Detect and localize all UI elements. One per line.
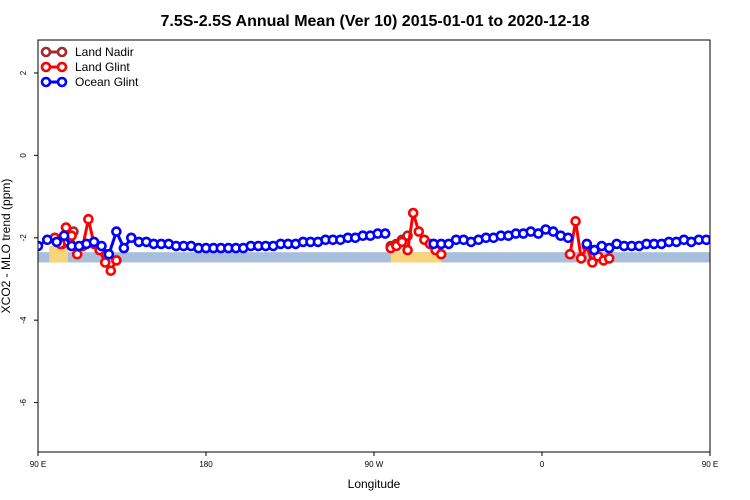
data-point — [111, 255, 122, 266]
data-point — [740, 236, 748, 244]
data-point — [603, 242, 615, 254]
legend-label: Ocean Glint — [75, 75, 139, 89]
x-tick-label: 90 E — [30, 460, 46, 469]
data-point — [743, 234, 750, 242]
data-point — [575, 253, 587, 264]
legend-label: Land Glint — [75, 60, 130, 74]
legend-item-land-glint: Land Glint — [40, 60, 130, 74]
legend-swatch-marker — [56, 76, 68, 88]
legend-swatch-marker — [56, 46, 68, 58]
series-ocean-glint — [38, 224, 748, 260]
data-point — [740, 232, 748, 240]
data-point — [581, 238, 593, 250]
y-tick-label: -6 — [19, 398, 28, 406]
data-point — [725, 236, 733, 244]
legend-label: Land Nadir — [75, 45, 134, 59]
data-point — [717, 234, 725, 242]
x-tick-label: 90 E — [702, 460, 718, 469]
series-line — [742, 232, 750, 242]
legend-swatch-marker — [56, 61, 68, 73]
data-point — [570, 216, 581, 227]
data-point — [71, 248, 83, 260]
data-point — [96, 240, 107, 252]
data-point — [564, 248, 576, 260]
data-point — [126, 232, 137, 244]
shaded-region — [49, 246, 68, 263]
data-point — [708, 236, 710, 244]
data-point — [413, 226, 425, 237]
series-line — [744, 219, 750, 271]
legend-item-land-nadir: Land Nadir — [40, 45, 134, 59]
data-point — [588, 244, 600, 256]
x-tick-label: 0 — [540, 460, 545, 469]
data-point — [402, 244, 413, 256]
data-point — [443, 238, 455, 250]
legend-swatch-marker — [40, 46, 52, 58]
data-point — [38, 240, 44, 252]
legend-swatch-marker — [40, 61, 52, 73]
data-point — [396, 236, 408, 248]
data-point — [435, 248, 447, 260]
data-point — [111, 226, 122, 237]
x-tick-label: 180 — [199, 460, 213, 469]
data-point — [99, 257, 111, 268]
data-point — [105, 265, 117, 277]
data-point — [562, 232, 574, 244]
data-point — [587, 257, 598, 268]
data-point — [738, 238, 746, 246]
x-tick-label: 90 W — [365, 460, 384, 469]
data-point — [732, 234, 740, 242]
y-axis-label: XCO2 - MLO trend (ppm) — [0, 179, 13, 314]
data-point — [407, 207, 419, 219]
x-axis-label: Longitude — [348, 477, 401, 491]
data-point — [103, 248, 115, 260]
chart-title: 7.5S-2.5S Annual Mean (Ver 10) 2015-01-0… — [161, 13, 590, 30]
legend-item-ocean-glint: Ocean Glint — [40, 75, 139, 89]
legend-swatch-marker — [40, 76, 52, 88]
shaded-region — [390, 252, 442, 263]
series-land-glint — [49, 207, 750, 277]
data-point — [532, 228, 544, 239]
data-point — [379, 228, 391, 239]
data-point — [701, 234, 710, 246]
data-point — [60, 222, 72, 233]
data-point — [745, 224, 750, 232]
reference-band — [38, 252, 710, 263]
y-tick-label: -2 — [19, 234, 28, 242]
data-point — [41, 234, 53, 246]
data-point — [83, 213, 94, 225]
data-point — [88, 236, 100, 248]
data-point — [51, 236, 63, 248]
data-point — [603, 253, 615, 264]
y-tick-label: -4 — [19, 316, 28, 324]
data-point — [547, 226, 559, 237]
y-tick-label: 2 — [19, 70, 28, 75]
data-point — [58, 230, 70, 241]
data-point — [118, 242, 130, 254]
y-tick-label: 0 — [19, 153, 28, 158]
